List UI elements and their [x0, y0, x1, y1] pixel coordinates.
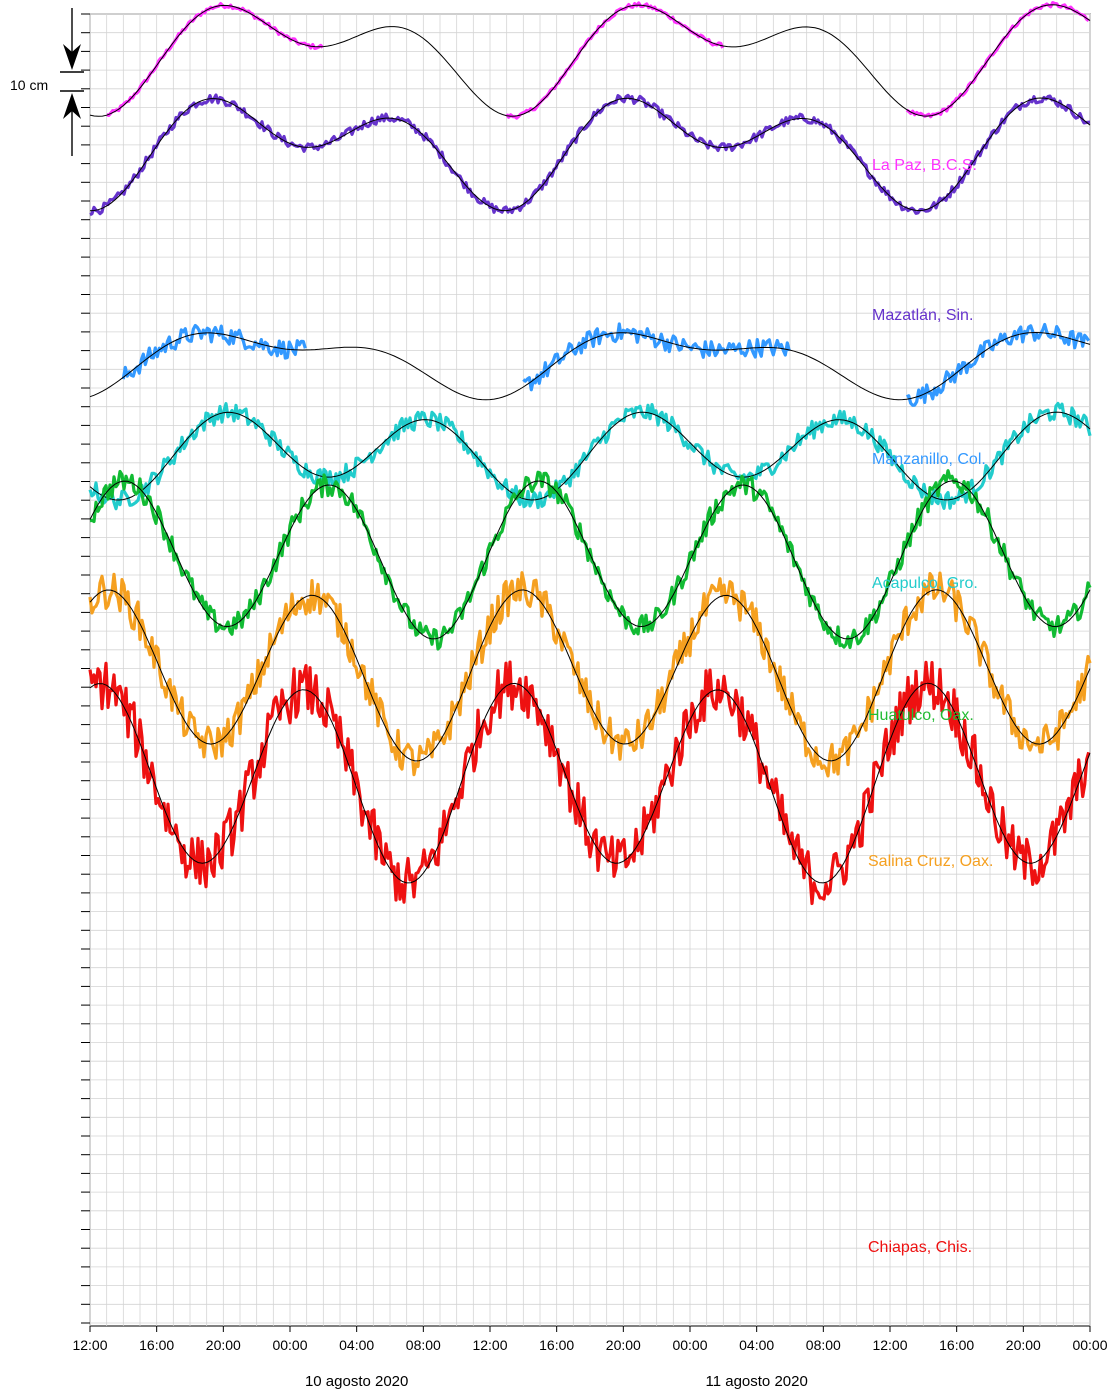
scale-arrow-down-icon — [63, 44, 81, 70]
series-observed-7-0 — [88, 660, 958, 906]
x-tick-label: 20:00 — [606, 1337, 641, 1353]
series-observed-6-0 — [88, 571, 1092, 778]
series-predicted-1 — [89, 97, 1091, 212]
x-tick-label: 00:00 — [672, 1337, 707, 1353]
chart-grid — [81, 13, 1091, 1327]
series-predicted-4 — [89, 411, 1091, 501]
x-tick-label: 08:00 — [406, 1337, 441, 1353]
series-observed-7-1 — [955, 697, 1091, 886]
date-label-0: 10 agosto 2020 — [305, 1373, 408, 1390]
series-observed-3-1 — [522, 322, 791, 392]
station-label-0: La Paz, B.C.S. — [872, 157, 977, 174]
x-tick-label: 20:00 — [1006, 1337, 1041, 1353]
x-tick-label: 16:00 — [139, 1337, 174, 1353]
x-tick-label: 16:00 — [939, 1337, 974, 1353]
date-label-1: 11 agosto 2020 — [706, 1373, 808, 1390]
scale-bar-label: 10 cm — [10, 77, 48, 93]
station-labels-group: La Paz, B.C.S. Mazatlán, Sin. Manzanillo, … — [868, 157, 993, 1256]
station-label-4: Huatulco, Oax. — [868, 707, 974, 724]
station-label-2: Manzanillo, Col. — [872, 451, 986, 468]
station-label-1: Mazatlán, Sin. — [872, 307, 973, 324]
x-tick-label: 12:00 — [472, 1337, 507, 1353]
series-observed-4-0 — [88, 401, 1092, 511]
x-tick-label: 00:00 — [1072, 1337, 1107, 1353]
station-label-6: Chiapas, Chis. — [868, 1239, 972, 1256]
chart-series-group — [88, 1, 1092, 906]
series-predicted-5 — [89, 480, 1091, 640]
x-tick-label: 04:00 — [739, 1337, 774, 1353]
series-observed-5-0 — [89, 469, 1092, 651]
series-predicted-6 — [89, 589, 1091, 762]
x-tick-label: 08:00 — [806, 1337, 841, 1353]
scale-bar: 10 cm — [10, 8, 84, 156]
station-label-5: Salina Cruz, Oax. — [868, 853, 993, 870]
series-predicted-7 — [89, 682, 1091, 884]
series-observed-3-0 — [121, 323, 307, 380]
x-tick-label: 00:00 — [272, 1337, 307, 1353]
x-tick-label: 12:00 — [72, 1337, 107, 1353]
station-label-3: Acapulco, Gro. — [872, 575, 978, 592]
series-observed-0-1 — [505, 1, 725, 120]
x-tick-label: 12:00 — [872, 1337, 907, 1353]
x-tick-label: 04:00 — [339, 1337, 374, 1353]
series-predicted-0 — [89, 4, 1091, 117]
series-predicted-3 — [89, 331, 1091, 401]
x-tick-label: 16:00 — [539, 1337, 574, 1353]
x-tick-label: 20:00 — [206, 1337, 241, 1353]
x-axis: 12:00 16:00 20:00 00:00 04:00 08:00 12:00 16:00… — [72, 1326, 1108, 1390]
